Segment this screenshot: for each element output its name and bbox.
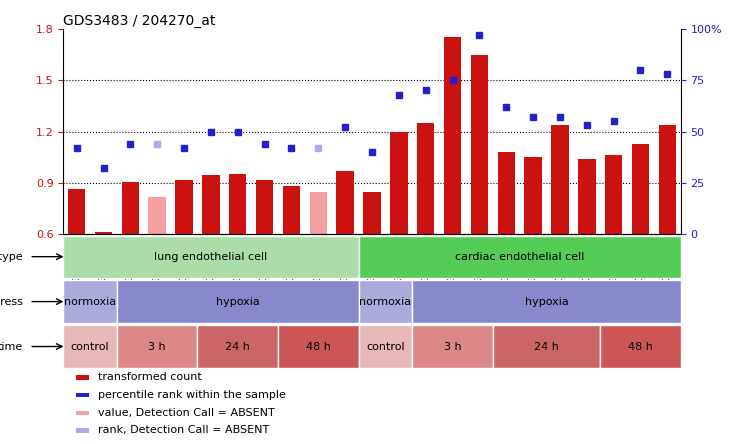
- Bar: [632, 143, 650, 234]
- Bar: [63, 281, 117, 323]
- Text: normoxia: normoxia: [359, 297, 411, 307]
- Text: normoxia: normoxia: [64, 297, 116, 307]
- Bar: [359, 325, 412, 368]
- Bar: [658, 125, 676, 234]
- Text: cardiac endothelial cell: cardiac endothelial cell: [455, 252, 584, 262]
- Text: 3 h: 3 h: [148, 341, 166, 352]
- Bar: [117, 325, 197, 368]
- Bar: [117, 281, 359, 323]
- Text: percentile rank within the sample: percentile rank within the sample: [98, 390, 286, 400]
- Text: transformed count: transformed count: [98, 373, 202, 382]
- Text: rank, Detection Call = ABSENT: rank, Detection Call = ABSENT: [98, 425, 269, 436]
- Text: stress: stress: [0, 297, 23, 307]
- Bar: [359, 236, 681, 278]
- Bar: [551, 125, 568, 234]
- Bar: [256, 180, 273, 234]
- Text: value, Detection Call = ABSENT: value, Detection Call = ABSENT: [98, 408, 275, 418]
- Text: 48 h: 48 h: [306, 341, 331, 352]
- Bar: [498, 152, 515, 234]
- Text: hypoxia: hypoxia: [525, 297, 568, 307]
- Bar: [176, 180, 193, 234]
- Text: cell type: cell type: [0, 252, 23, 262]
- Text: 3 h: 3 h: [443, 341, 461, 352]
- Bar: [600, 325, 681, 368]
- Text: 24 h: 24 h: [534, 341, 559, 352]
- Bar: [76, 375, 89, 380]
- Bar: [363, 192, 381, 234]
- Bar: [76, 411, 89, 415]
- Text: lung endothelial cell: lung endothelial cell: [154, 252, 268, 262]
- Text: time: time: [0, 341, 23, 352]
- Bar: [197, 325, 278, 368]
- Text: 24 h: 24 h: [225, 341, 250, 352]
- Bar: [471, 55, 488, 234]
- Bar: [94, 232, 112, 234]
- Bar: [63, 325, 117, 368]
- Bar: [417, 123, 434, 234]
- Bar: [76, 428, 89, 432]
- Text: control: control: [366, 341, 405, 352]
- Text: hypoxia: hypoxia: [216, 297, 260, 307]
- Bar: [76, 393, 89, 397]
- Bar: [310, 192, 327, 234]
- Bar: [412, 281, 681, 323]
- Bar: [444, 37, 461, 234]
- Bar: [278, 325, 359, 368]
- Text: control: control: [71, 341, 109, 352]
- Bar: [412, 325, 493, 368]
- Bar: [149, 198, 166, 234]
- Bar: [605, 155, 623, 234]
- Bar: [525, 157, 542, 234]
- Bar: [68, 189, 86, 234]
- Bar: [390, 131, 408, 234]
- Text: 48 h: 48 h: [628, 341, 653, 352]
- Bar: [202, 175, 219, 234]
- Bar: [229, 174, 246, 234]
- Text: GDS3483 / 204270_at: GDS3483 / 204270_at: [63, 14, 216, 28]
- Bar: [493, 325, 600, 368]
- Bar: [283, 186, 300, 234]
- Bar: [336, 171, 354, 234]
- Bar: [359, 281, 412, 323]
- Bar: [63, 236, 359, 278]
- Bar: [121, 182, 139, 234]
- Bar: [578, 159, 595, 234]
